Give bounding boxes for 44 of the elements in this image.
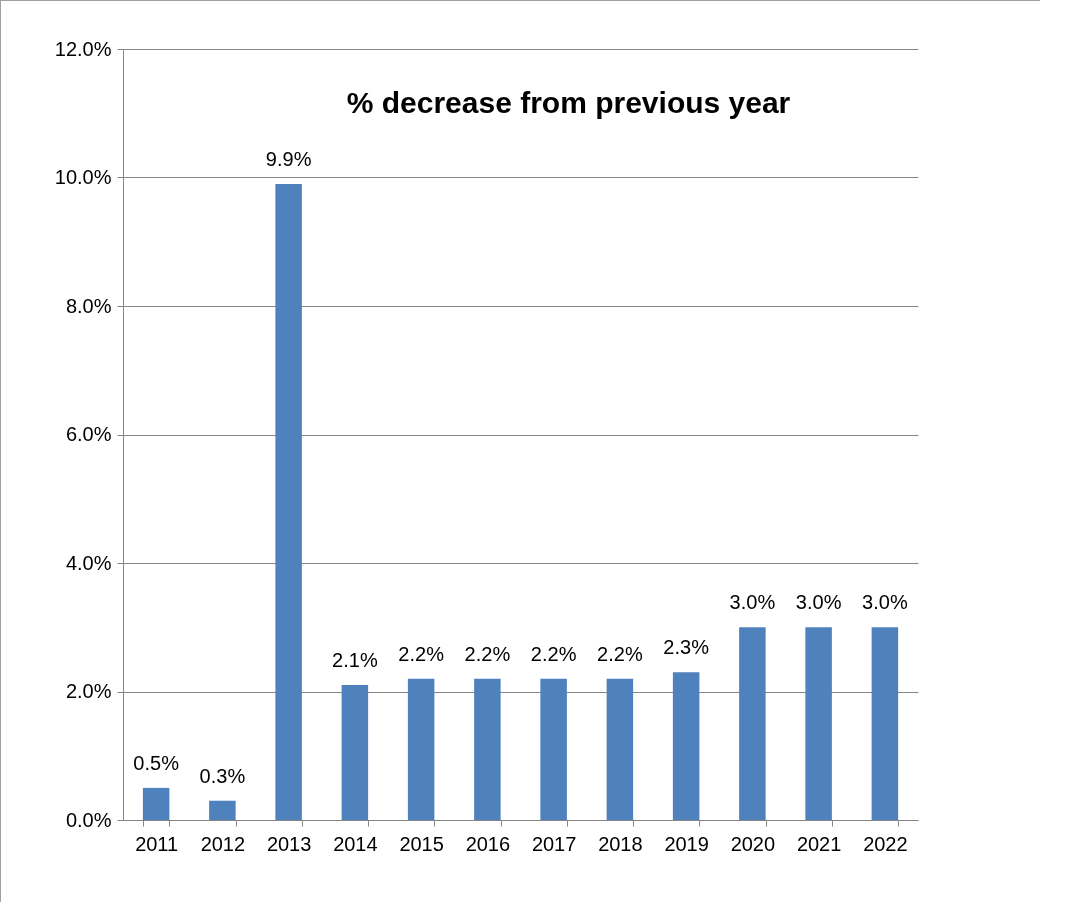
bar bbox=[871, 627, 899, 820]
x-tick-label: 2019 bbox=[664, 832, 709, 855]
y-tick-label: 0.0% bbox=[65, 808, 112, 831]
x-tick-label: 2011 bbox=[135, 832, 179, 855]
bar bbox=[606, 678, 634, 820]
bar bbox=[275, 183, 302, 820]
x-tick-label: 2012 bbox=[200, 832, 246, 855]
bar bbox=[805, 627, 832, 820]
x-tick-label: 2021 bbox=[796, 832, 842, 855]
data-label: 2.1% bbox=[332, 649, 378, 672]
data-label: 3.0% bbox=[795, 591, 842, 614]
bar bbox=[672, 672, 700, 820]
y-tick-label: 6.0% bbox=[65, 423, 112, 445]
data-label: 9.9% bbox=[265, 147, 312, 170]
y-tick-label: 12.0% bbox=[54, 37, 112, 60]
bar bbox=[739, 627, 766, 820]
text: % decrease from previous year bbox=[346, 86, 791, 119]
y-tick-label: 4.0% bbox=[65, 551, 112, 574]
bar bbox=[209, 800, 236, 820]
data-label: 2.2% bbox=[464, 642, 511, 665]
data-label: 2.2% bbox=[597, 642, 643, 665]
data-label: 2.3% bbox=[663, 636, 710, 659]
bar bbox=[341, 685, 369, 820]
data-label: 2.2% bbox=[530, 642, 577, 665]
bar bbox=[407, 678, 435, 820]
x-tick-label: 2017 bbox=[531, 832, 577, 855]
y-tick-label: 10.0% bbox=[54, 166, 112, 188]
y-tick-label: 2.0% bbox=[65, 680, 112, 702]
x-tick-label: 2016 bbox=[465, 832, 511, 855]
data-label: 3.0% bbox=[729, 591, 776, 614]
x-tick-label: 2020 bbox=[730, 832, 776, 855]
data-label: 2.2% bbox=[398, 642, 445, 665]
bar bbox=[142, 787, 170, 820]
y-tick-label: 8.0% bbox=[65, 294, 112, 317]
x-tick-label: 2022 bbox=[863, 832, 908, 855]
x-tick-label: 2018 bbox=[598, 832, 643, 855]
data-label: 3.0% bbox=[862, 591, 908, 614]
data-label: 0.3% bbox=[199, 764, 246, 787]
x-tick-label: 2013 bbox=[266, 832, 312, 855]
bar bbox=[540, 678, 567, 820]
data-label: 0.5% bbox=[133, 751, 180, 774]
x-tick-label: 2015 bbox=[399, 832, 444, 855]
bar bbox=[474, 678, 501, 820]
x-tick-label: 2014 bbox=[333, 832, 378, 855]
